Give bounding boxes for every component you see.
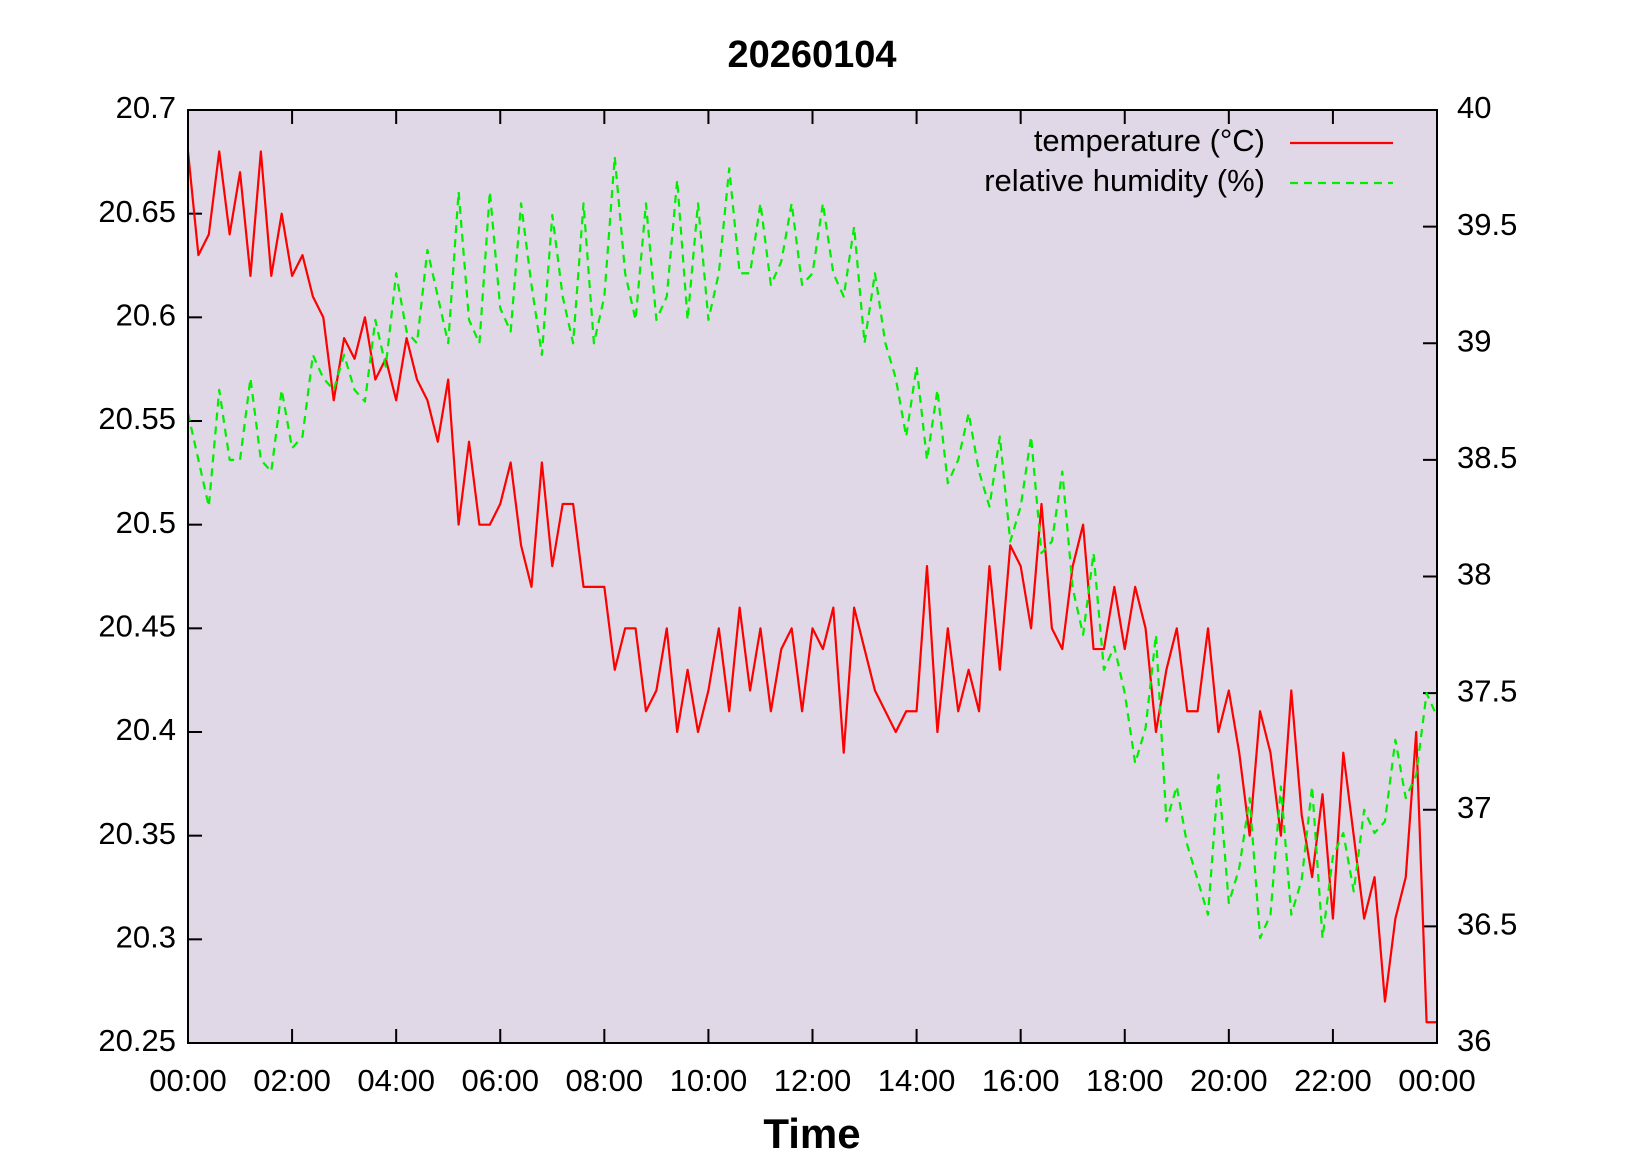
y2-tick-label: 36.5: [1457, 907, 1517, 942]
y2-tick-label: 38: [1457, 557, 1491, 592]
series-line: [186, 155, 1439, 940]
y2-tick-label: 39: [1457, 323, 1491, 358]
y2-tick-label: 39.5: [1457, 207, 1517, 242]
x-tick-label: 06:00: [461, 1063, 539, 1098]
y2-tick-label: 37.5: [1457, 673, 1517, 708]
legend-label: relative humidity (%): [984, 163, 1265, 198]
x-tick-label: 04:00: [357, 1063, 435, 1098]
chart-title: 20260104: [727, 34, 896, 76]
legend-label: temperature (°C): [1034, 123, 1265, 158]
y-tick-label: 20.5: [116, 505, 176, 540]
y-tick-label: 20.35: [98, 816, 176, 851]
y-tick-label: 20.65: [98, 194, 176, 229]
y-tick-label: 20.45: [98, 609, 176, 644]
y-tick-label: 20.25: [98, 1023, 176, 1058]
y2-tick-label: 37: [1457, 790, 1491, 825]
series-line: [186, 150, 1437, 1024]
y2-tick-label: 36: [1457, 1023, 1491, 1058]
y-tick-label: 20.4: [116, 712, 176, 747]
x-tick-label: 18:00: [1086, 1063, 1164, 1098]
y2-tick-label: 40: [1457, 90, 1491, 125]
x-tick-label: 02:00: [253, 1063, 331, 1098]
y-tick-label: 20.3: [116, 920, 176, 955]
plot-frame: [187, 109, 1438, 1044]
y-tick-label: 20.7: [116, 90, 176, 125]
x-tick-label: 22:00: [1294, 1063, 1372, 1098]
x-tick-label: 08:00: [566, 1063, 644, 1098]
x-tick-label: 10:00: [670, 1063, 748, 1098]
y-tick-label: 20.55: [98, 401, 176, 436]
x-tick-label: 00:00: [149, 1063, 227, 1098]
plot-area: [188, 110, 1437, 1043]
x-tick-label: 20:00: [1190, 1063, 1268, 1098]
x-tick-label: 12:00: [774, 1063, 852, 1098]
x-tick-label: 16:00: [982, 1063, 1060, 1098]
y2-tick-label: 38.5: [1457, 440, 1517, 475]
x-tick-label: 00:00: [1398, 1063, 1476, 1098]
x-tick-label: 14:00: [878, 1063, 956, 1098]
y-tick-label: 20.6: [116, 298, 176, 333]
x-axis-title: Time: [763, 1110, 860, 1155]
